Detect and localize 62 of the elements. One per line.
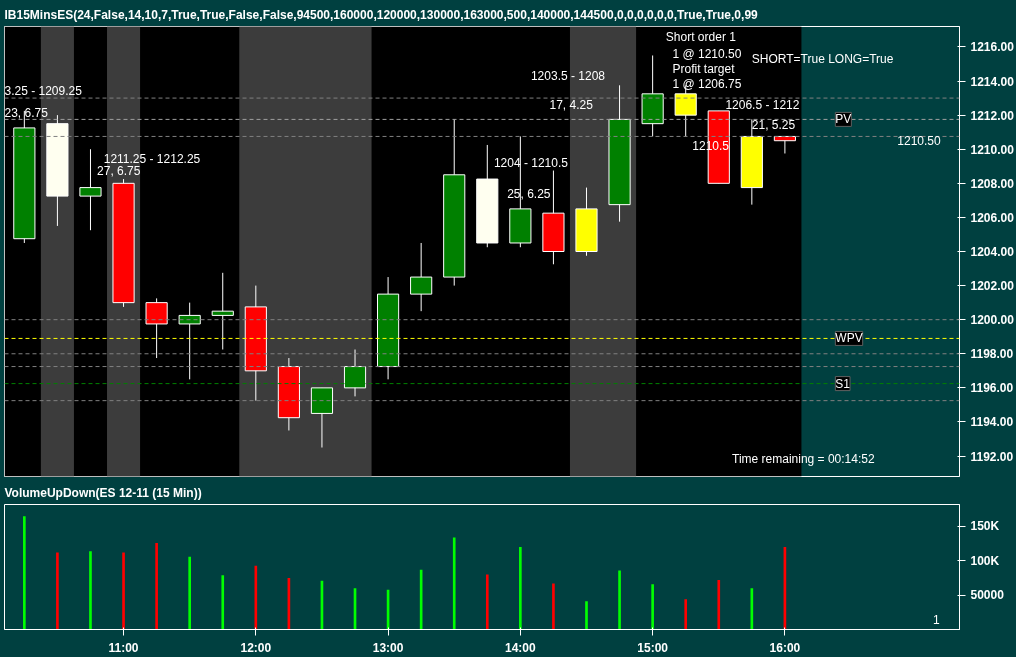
bar — [485, 574, 489, 630]
bar — [717, 580, 721, 630]
annotation: 23, 6.75 — [4, 106, 49, 121]
bar — [89, 551, 92, 630]
annotation: 1210.50 — [897, 134, 942, 149]
y-tick-label: 1212.00 — [970, 108, 1015, 123]
y-tick-label: 1204.00 — [970, 245, 1015, 259]
annotation: 1 — [933, 612, 941, 627]
y-tick-label: 1198.00 — [970, 347, 1014, 362]
x-tick-label: 15:00 — [637, 640, 669, 655]
y-tick-label: 1202.00 — [970, 279, 1015, 294]
x-tick-label: 13:00 — [372, 640, 404, 655]
y-tick-label: 100K — [970, 553, 1000, 568]
bar — [122, 552, 125, 630]
bar — [188, 556, 191, 630]
bar — [618, 570, 621, 630]
bar — [221, 575, 225, 630]
y-tick-label: 1216.00 — [970, 40, 1015, 55]
annotation: Short order 1 — [665, 29, 737, 44]
y-tick-label: 1214.00 — [970, 74, 1015, 89]
bar — [23, 516, 26, 630]
chart-title: VolumeUpDown(ES 12-11 (15 Min)) — [4, 485, 202, 500]
annotation: Profit target — [672, 62, 736, 77]
ref-line-label: WPV — [835, 331, 863, 346]
y-tick-label: 50000 — [970, 588, 1005, 603]
annotation: 21, 5.25 — [751, 118, 796, 133]
candlestick — [410, 242, 433, 312]
y-tick-label: 1206.00 — [970, 210, 1015, 225]
y-tick-label: 1192.00 — [970, 449, 1014, 464]
annotation: 1203.5 - 1208 — [530, 68, 606, 83]
annotation: SHORT=True LONG=True — [751, 51, 894, 66]
bar — [452, 537, 456, 630]
annotation: 3.25 - 1209.25 — [4, 84, 83, 99]
candlestick — [211, 272, 234, 351]
bar — [254, 565, 258, 630]
chart-title: IB15MinsES(24,False,14,10,7,True,True,False,False,94500,160000,120000,130000,163000,500,140000,144500,0,0,0,0,0,0,True,True,0,99 — [4, 7, 759, 22]
bar — [56, 552, 59, 630]
y-tick-label: 1196.00 — [970, 381, 1014, 396]
annotation: 1 @ 1206.75 — [672, 77, 742, 92]
y-tick-label: 150K — [970, 519, 1000, 534]
y-tick-label: 1200.00 — [970, 313, 1015, 328]
x-tick-label: 16:00 — [769, 640, 801, 655]
bar — [552, 583, 555, 630]
y-tick-label: 1194.00 — [970, 415, 1014, 430]
bar — [585, 601, 588, 630]
y-tick-label: 1208.00 — [970, 176, 1015, 191]
x-tick-label: 11:00 — [108, 640, 139, 655]
ref-line-label: S1 — [835, 376, 851, 391]
annotation: 17, 4.25 — [549, 97, 594, 112]
candlestick — [145, 297, 168, 359]
annotation: Time remaining = 00:14:52 — [731, 452, 875, 467]
bar — [519, 547, 522, 630]
candlestick — [178, 302, 201, 380]
bar — [155, 542, 158, 630]
x-tick-label: 12:00 — [240, 640, 272, 655]
y-tick-label: 1210.00 — [970, 142, 1015, 157]
bar — [684, 599, 688, 630]
annotation: 1206.5 - 1212 — [725, 97, 800, 112]
ref-line-label: PV — [835, 112, 852, 127]
bar — [651, 584, 654, 630]
annotation: 1 @ 1210.50 — [672, 46, 742, 61]
x-tick-label: 14:00 — [505, 640, 537, 655]
